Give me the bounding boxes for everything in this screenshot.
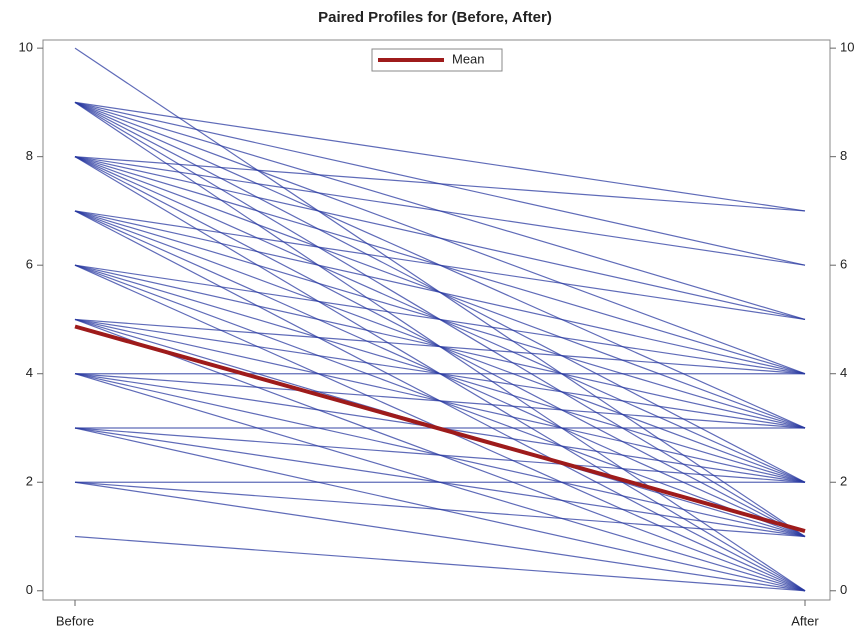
- profile-line: [74, 481, 806, 592]
- mean-line: [74, 324, 806, 534]
- y2-tick-label: 4: [840, 365, 847, 380]
- chart-title: Paired Profiles for (Before, After): [318, 9, 552, 26]
- y2-tick-label: 10: [840, 40, 854, 55]
- x-tick-label: After: [791, 613, 819, 628]
- y2-tick-label: 2: [840, 474, 847, 489]
- profile-line: [74, 481, 806, 538]
- y2-tick-label: 8: [840, 148, 847, 163]
- profile-line: [74, 373, 806, 429]
- profile-line: [74, 264, 806, 375]
- x-tick-label: Before: [56, 613, 94, 628]
- profile-line: [74, 535, 806, 592]
- y-tick-label: 2: [26, 474, 33, 489]
- profile-line: [74, 156, 806, 321]
- profile-line: [74, 101, 806, 212]
- profile-line: [74, 156, 806, 212]
- profile-line: [74, 210, 806, 321]
- y2-tick-label: 6: [840, 257, 847, 272]
- y-tick-label: 10: [19, 40, 33, 55]
- profile-line: [74, 427, 806, 483]
- y-tick-label: 4: [26, 365, 33, 380]
- y-tick-label: 8: [26, 148, 33, 163]
- y2-tick-label: 0: [840, 582, 847, 597]
- profile-line: [74, 156, 806, 266]
- legend-label: Mean: [452, 51, 485, 66]
- plot-frame: [42, 39, 831, 601]
- y-tick-label: 6: [26, 257, 33, 272]
- profile-line: [74, 318, 806, 375]
- profile-line: [74, 210, 806, 375]
- y-tick-label: 0: [26, 582, 33, 597]
